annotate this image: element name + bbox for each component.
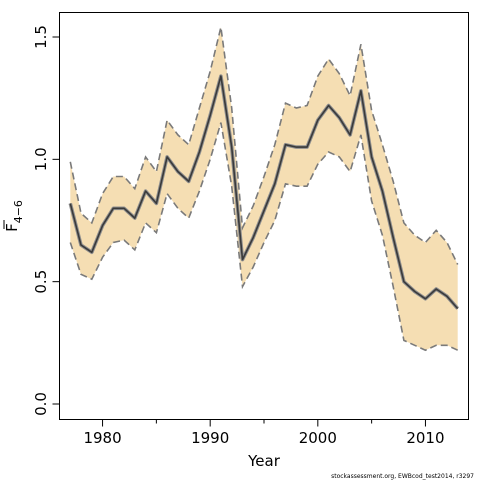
data-point-1991 [220,75,222,77]
data-point-1989 [198,151,200,153]
data-point-1981 [112,207,114,209]
data-point-1984 [144,190,146,192]
data-point-1988 [188,180,190,182]
lower-bound-line [69,122,459,352]
y-tick-label: 0.5 [32,270,50,294]
y-tick-label: 0.0 [32,392,50,416]
data-point-1987 [177,170,179,172]
x-tick-label: 2010 [406,429,444,447]
data-point-2009 [414,290,416,292]
data-point-2004 [360,90,362,92]
data-point-2010 [424,298,426,300]
data-point-1979 [91,251,93,253]
y-axis-title: F4−6 [3,200,25,232]
data-point-1980 [101,224,103,226]
confidence-band [70,27,458,351]
data-point-1999 [306,146,308,148]
y-axis: 0.0 0.5 1.0 1.5 [32,25,60,416]
data-point-1997 [284,144,286,146]
credit-text: stockassessment.org, EWBcod_test2014, r3… [331,473,474,480]
data-point-1978 [80,244,82,246]
upper-bound-line [69,27,459,265]
data-point-2006 [381,190,383,192]
data-point-2003 [349,134,351,136]
data-point-2002 [338,117,340,119]
data-point-2000 [317,119,319,121]
data-point-1990 [209,114,211,116]
x-tick-label: 2000 [299,429,337,447]
x-tick-label: 1980 [83,429,121,447]
data-point-1993 [241,258,243,260]
estimate-line [69,75,459,310]
data-point-2012 [446,295,448,297]
data-point-2001 [327,104,329,106]
y-axis-title-sub: 4−6 [12,200,25,223]
y-tick-label: 1.5 [32,25,50,49]
data-point-1996 [274,183,276,185]
data-point-1977 [69,202,71,204]
data-point-2007 [392,236,394,238]
svg-text:F4−6: F4−6 [3,200,25,232]
data-point-1983 [134,217,136,219]
plot-area [68,27,460,352]
data-point-1995 [263,210,265,212]
x-axis-title: Year [247,452,281,470]
data-point-1998 [295,146,297,148]
data-point-1994 [252,236,254,238]
y-axis-title-main: F [3,223,21,232]
x-axis: 1980 1990 2000 2010 [83,419,445,447]
data-point-1986 [166,156,168,158]
data-point-1992 [231,146,233,148]
data-point-2011 [435,288,437,290]
data-point-2013 [457,307,459,309]
data-point-2005 [370,156,372,158]
y-tick-label: 1.0 [32,147,50,171]
x-tick-label: 1990 [191,429,229,447]
data-point-2008 [403,281,405,283]
data-point-1982 [123,207,125,209]
data-point-1985 [155,202,157,204]
